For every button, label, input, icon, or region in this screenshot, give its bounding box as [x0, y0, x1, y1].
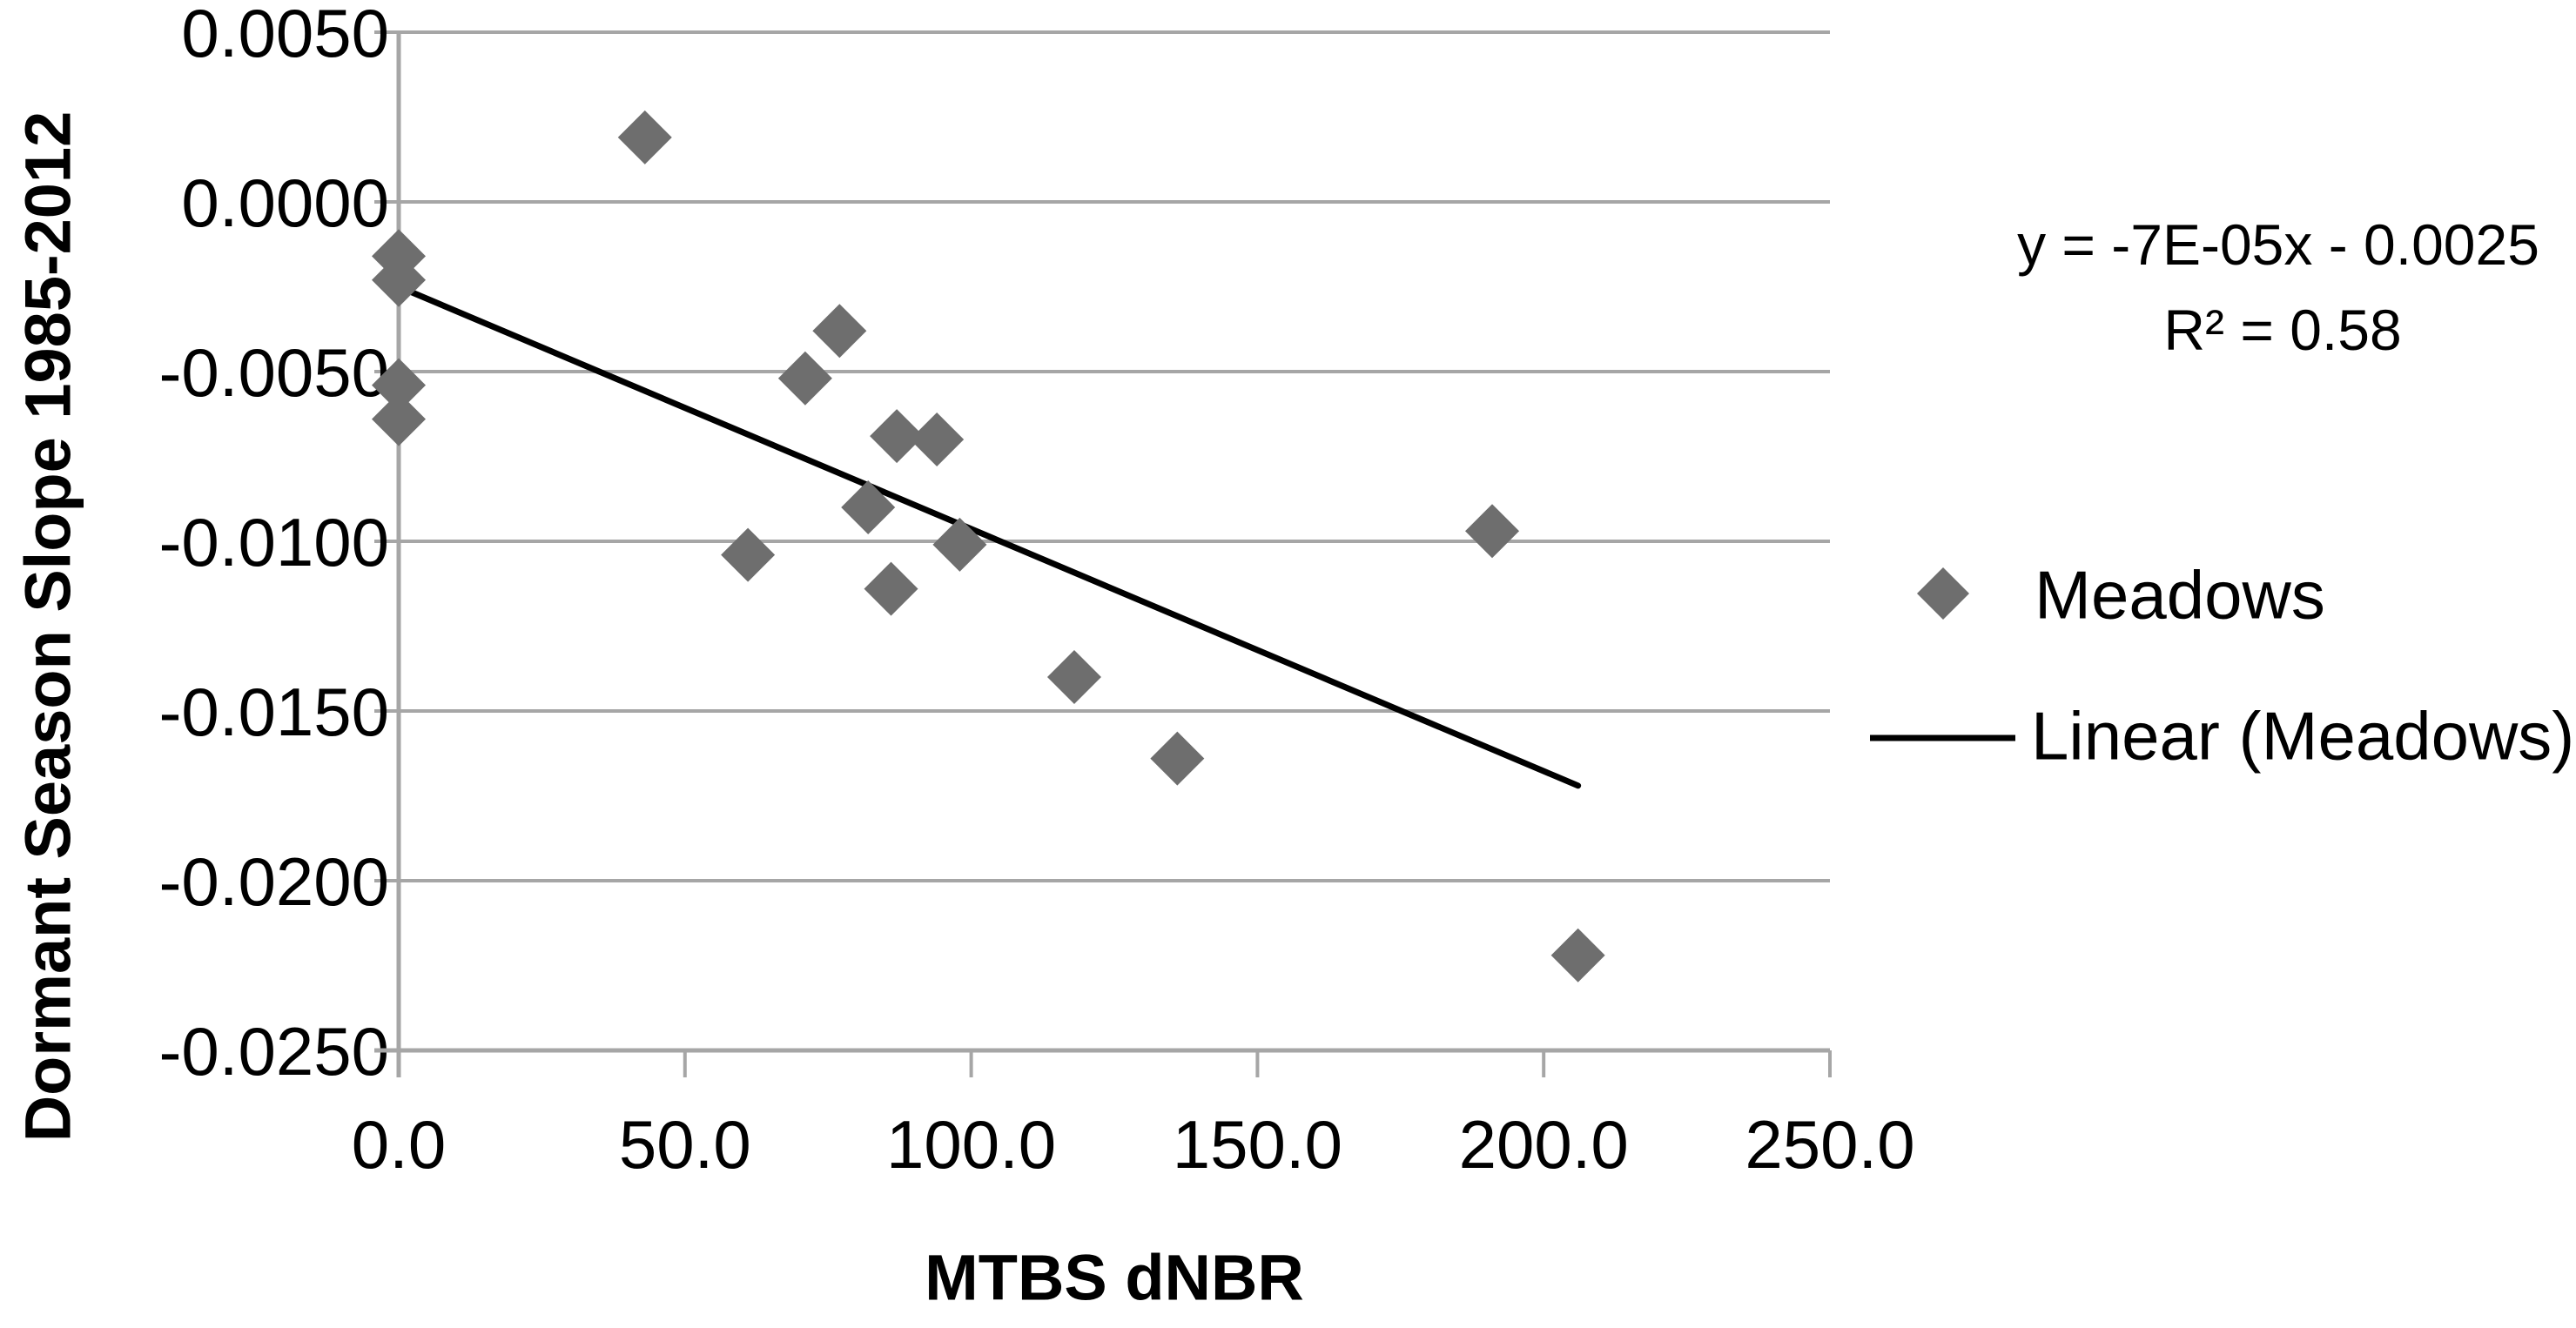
- legend-diamond-marker: [1917, 567, 1969, 620]
- x-tick-label: 200.0: [1459, 1106, 1629, 1183]
- y-tick-label: 0.0050: [181, 0, 389, 71]
- x-tick-label: 0.0: [352, 1106, 446, 1183]
- data-point-diamond: [372, 392, 426, 446]
- data-point-diamond: [372, 252, 426, 307]
- data-point-diamond: [1550, 928, 1605, 983]
- legend-label-meadows: Meadows: [2035, 556, 2325, 634]
- x-tick-label: 100.0: [886, 1106, 1056, 1183]
- data-point-diamond: [870, 409, 925, 464]
- y-tick-label: -0.0200: [158, 843, 389, 920]
- data-point-diamond: [721, 527, 776, 582]
- r-squared-text: R² = 0.58: [2163, 298, 2402, 362]
- y-tick-label: 0.0000: [181, 164, 389, 241]
- x-axis-title: MTBS dNBR: [925, 1241, 1304, 1314]
- y-axis-title: Dormant Season Slope 1985-2012: [11, 111, 84, 1143]
- y-tick-label: -0.0100: [158, 504, 389, 580]
- data-point-diamond: [812, 304, 867, 359]
- data-point-diamond: [1465, 504, 1520, 559]
- x-tick-label: 250.0: [1745, 1106, 1914, 1183]
- data-point-diamond: [841, 480, 896, 534]
- y-tick-label: -0.0250: [158, 1013, 389, 1090]
- y-tick-label: -0.0050: [158, 334, 389, 411]
- y-tick-label: -0.0150: [158, 674, 389, 750]
- data-point-diamond: [617, 110, 672, 164]
- data-point-diamond: [932, 517, 987, 572]
- data-point-diamond: [864, 561, 918, 616]
- x-tick-label: 50.0: [619, 1106, 751, 1183]
- legend-label-linear: Linear (Meadows): [2031, 697, 2575, 775]
- data-point-diamond: [372, 358, 426, 412]
- data-point-diamond: [910, 412, 965, 466]
- trendline-equation-text: y = -7E-05x - 0.0025: [2017, 212, 2539, 277]
- data-point-diamond: [1046, 650, 1101, 704]
- trendline: [395, 284, 1582, 789]
- data-point-diamond: [777, 351, 832, 406]
- x-tick-label: 150.0: [1173, 1106, 1342, 1183]
- data-point-diamond: [1150, 731, 1205, 786]
